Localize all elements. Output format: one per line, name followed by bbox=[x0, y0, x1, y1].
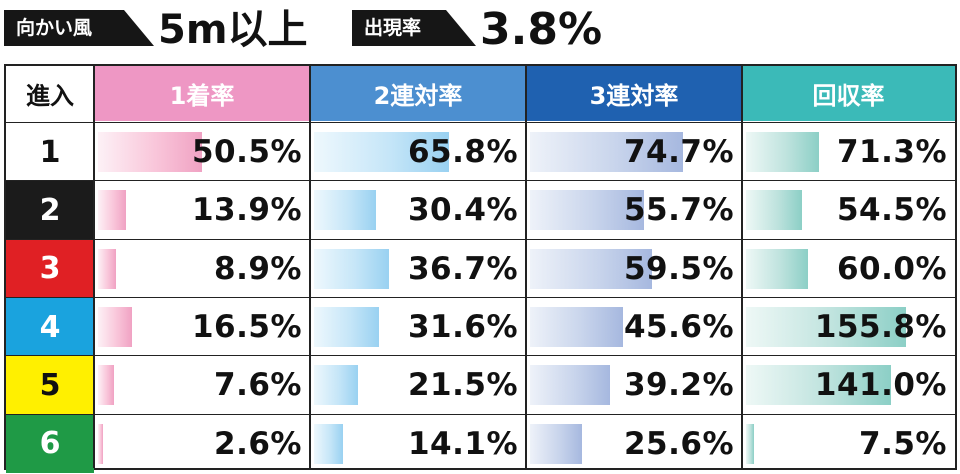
condition-value: 5m以上 bbox=[158, 7, 308, 53]
trio-value-4: 45.6% bbox=[623, 309, 734, 346]
quinella-bar-3 bbox=[314, 248, 390, 289]
trio-cell-1: 74.7% bbox=[526, 123, 742, 181]
recovery-value-5: 141.0% bbox=[814, 367, 947, 404]
win-cell-3: 8.9% bbox=[94, 240, 310, 298]
recovery-bar-2 bbox=[746, 190, 802, 231]
recovery-cell-5: 141.0% bbox=[742, 356, 955, 414]
quinella-value-1: 65.8% bbox=[407, 134, 518, 171]
quinella-cell-5: 21.5% bbox=[310, 356, 526, 414]
quinella-bar-6 bbox=[314, 423, 343, 464]
column-divider bbox=[741, 66, 743, 468]
column-divider bbox=[93, 66, 95, 468]
trio-cell-3: 59.5% bbox=[526, 240, 742, 298]
win-value-1: 50.5% bbox=[191, 134, 302, 171]
quinella-value-5: 21.5% bbox=[407, 367, 518, 404]
win-bar-2 bbox=[98, 190, 127, 231]
trio-rate-header: 3連対率 bbox=[526, 66, 742, 121]
quinella-value-4: 31.6% bbox=[407, 309, 518, 346]
entry-lane-4: 4 bbox=[6, 297, 94, 357]
win-bar-6 bbox=[98, 423, 104, 464]
quinella-value-6: 14.1% bbox=[407, 425, 518, 462]
column-divider bbox=[309, 66, 311, 468]
win-value-5: 7.6% bbox=[214, 367, 302, 404]
trio-bar-1 bbox=[530, 132, 684, 172]
trio-cell-4: 45.6% bbox=[526, 298, 742, 356]
trio-cell-5: 39.2% bbox=[526, 356, 742, 414]
win-value-3: 8.9% bbox=[214, 250, 302, 287]
quinella-cell-2: 30.4% bbox=[310, 181, 526, 239]
win-cell-6: 2.6% bbox=[94, 415, 310, 473]
quinella-rate-header: 2連対率 bbox=[310, 66, 526, 121]
recovery-value-3: 60.0% bbox=[836, 250, 947, 287]
entry-lane-5: 5 bbox=[6, 356, 94, 415]
row-divider bbox=[6, 180, 955, 182]
trio-value-6: 25.6% bbox=[623, 425, 734, 462]
entry-lane-3: 3 bbox=[6, 239, 94, 298]
win-bar-5 bbox=[98, 365, 114, 406]
win-cell-4: 16.5% bbox=[94, 298, 310, 356]
win-cell-1: 50.5% bbox=[94, 123, 310, 181]
win-cell-5: 7.6% bbox=[94, 356, 310, 414]
header: 向かい風 5m以上 出現率 3.8% bbox=[0, 0, 960, 60]
row-divider bbox=[6, 296, 955, 298]
trio-value-2: 55.7% bbox=[623, 192, 734, 229]
recovery-bar-4 bbox=[746, 306, 906, 347]
rate-value: 3.8% bbox=[480, 4, 603, 55]
quinella-cell-1: 65.8% bbox=[310, 123, 526, 181]
row-divider bbox=[6, 238, 955, 240]
quinella-cell-6: 14.1% bbox=[310, 415, 526, 473]
trio-bar-6 bbox=[530, 423, 583, 464]
quinella-cell-3: 36.7% bbox=[310, 240, 526, 298]
trio-bar-3 bbox=[530, 248, 652, 289]
row-divider bbox=[6, 413, 955, 415]
recovery-cell-6: 7.5% bbox=[742, 415, 955, 473]
recovery-value-1: 71.3% bbox=[836, 134, 947, 171]
quinella-value-3: 36.7% bbox=[407, 250, 518, 287]
trio-value-1: 74.7% bbox=[623, 134, 734, 171]
trio-bar-5 bbox=[530, 365, 611, 406]
stats-table: 進入 1着率 2連対率 3連対率 回収率 1 50.5% 65.8% 74.7% 71.3% 2 13… bbox=[4, 64, 957, 473]
recovery-value-6: 7.5% bbox=[859, 425, 947, 462]
win-rate-header: 1着率 bbox=[94, 66, 310, 121]
win-value-4: 16.5% bbox=[191, 309, 302, 346]
trio-value-5: 39.2% bbox=[623, 367, 734, 404]
recovery-value-2: 54.5% bbox=[836, 192, 947, 229]
win-value-2: 13.9% bbox=[191, 192, 302, 229]
quinella-cell-4: 31.6% bbox=[310, 298, 526, 356]
rate-label: 出現率 bbox=[352, 10, 476, 46]
recovery-bar-5 bbox=[746, 365, 891, 406]
condition-label: 向かい風 bbox=[4, 10, 154, 46]
quinella-bar-5 bbox=[314, 365, 359, 406]
entry-lane-2: 2 bbox=[6, 181, 94, 240]
entry-header: 進入 bbox=[6, 66, 94, 121]
quinella-bar-4 bbox=[314, 306, 379, 347]
row-divider bbox=[6, 122, 955, 123]
recovery-rate-header: 回収率 bbox=[742, 66, 955, 121]
recovery-cell-2: 54.5% bbox=[742, 181, 955, 239]
quinella-bar-2 bbox=[314, 190, 377, 231]
entry-lane-6: 6 bbox=[6, 414, 94, 473]
recovery-bar-6 bbox=[746, 423, 754, 464]
trio-value-3: 59.5% bbox=[623, 250, 734, 287]
column-divider bbox=[525, 66, 527, 468]
recovery-cell-3: 60.0% bbox=[742, 240, 955, 298]
recovery-bar-1 bbox=[746, 132, 820, 172]
recovery-bar-3 bbox=[746, 248, 808, 289]
recovery-cell-4: 155.8% bbox=[742, 298, 955, 356]
entry-lane-1: 1 bbox=[6, 123, 94, 182]
win-bar-4 bbox=[98, 306, 132, 347]
trio-cell-2: 55.7% bbox=[526, 181, 742, 239]
win-value-6: 2.6% bbox=[214, 425, 302, 462]
recovery-value-4: 155.8% bbox=[814, 309, 947, 346]
trio-bar-4 bbox=[530, 306, 624, 347]
row-divider bbox=[6, 355, 955, 357]
win-cell-2: 13.9% bbox=[94, 181, 310, 239]
win-bar-3 bbox=[98, 248, 117, 289]
quinella-bar-1 bbox=[314, 132, 449, 172]
trio-cell-6: 25.6% bbox=[526, 415, 742, 473]
trio-bar-2 bbox=[530, 190, 645, 231]
recovery-cell-1: 71.3% bbox=[742, 123, 955, 181]
quinella-value-2: 30.4% bbox=[407, 192, 518, 229]
win-bar-1 bbox=[98, 132, 202, 172]
